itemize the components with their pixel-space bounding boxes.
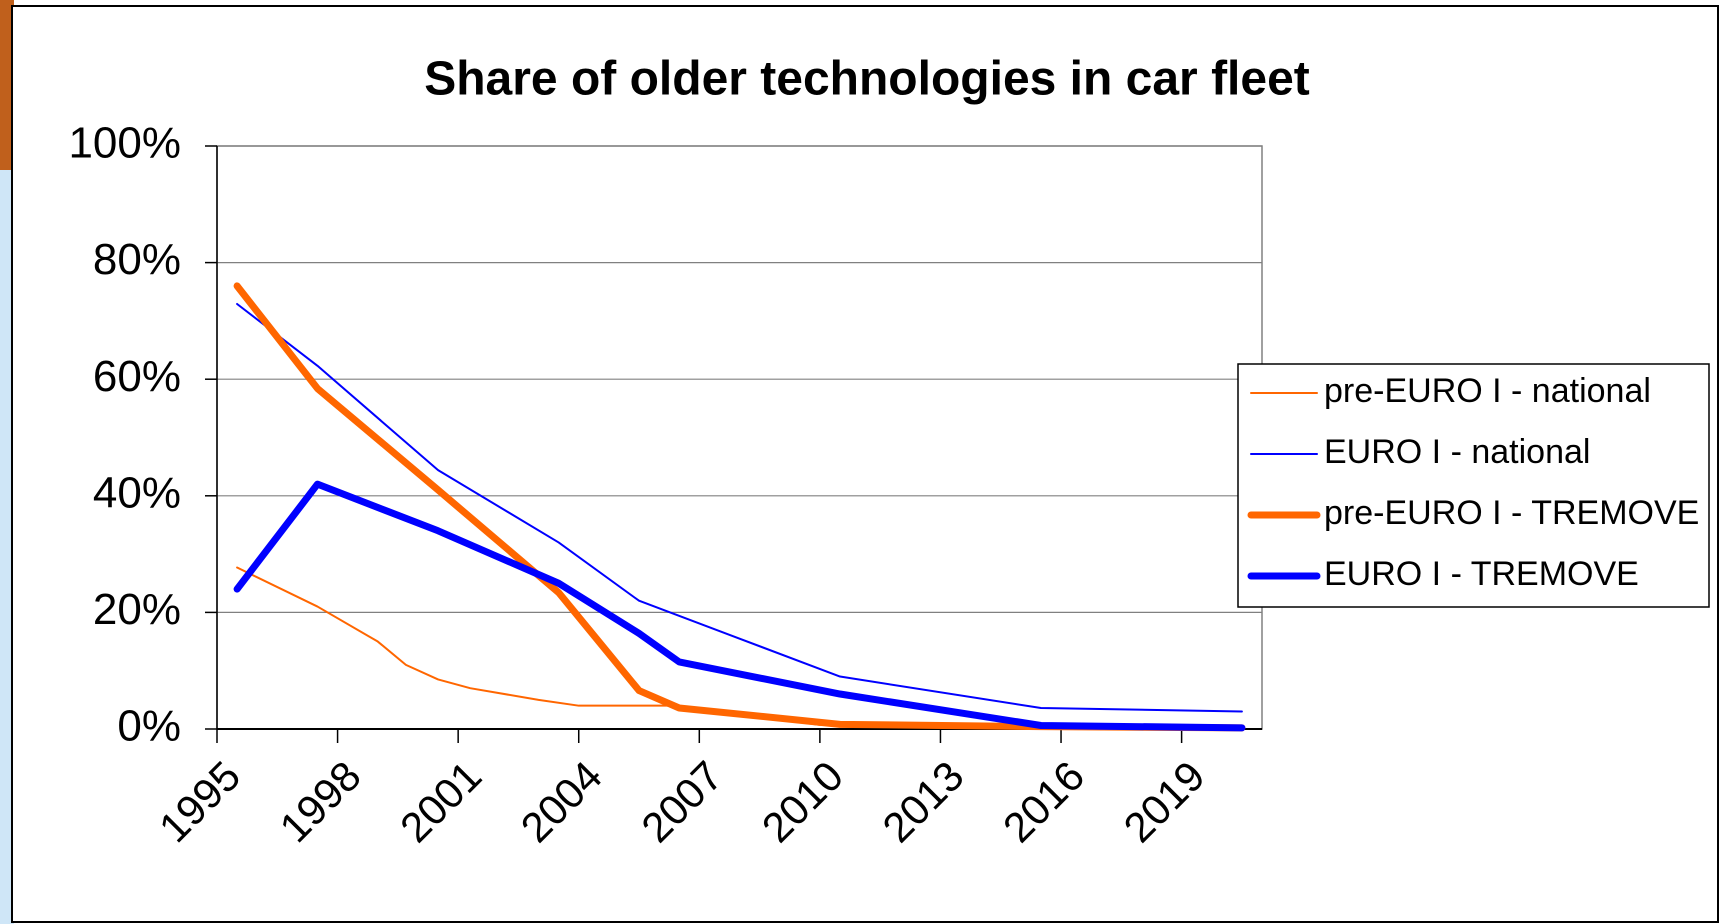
chart-title: Share of older technologies in car fleet [424,53,1310,106]
y-tick-label: 100% [68,119,181,168]
legend-label: pre-EURO I - national [1324,372,1651,410]
legend-label: EURO I - national [1324,433,1590,471]
series-line [233,282,1246,732]
legend-box [1237,363,1710,608]
y-tick-label: 0% [117,702,181,751]
series-line [233,480,1246,732]
y-tick-label: 40% [93,468,181,517]
y-tick-label: 20% [93,585,181,634]
side-decoration [0,0,14,170]
legend-label: pre-EURO I - TREMOVE [1324,494,1699,532]
legend-label: EURO I - TREMOVE [1324,555,1639,593]
y-tick-label: 60% [93,352,181,401]
series-line [236,302,1243,713]
side-decoration [0,0,14,924]
y-tick-label: 80% [93,235,181,284]
